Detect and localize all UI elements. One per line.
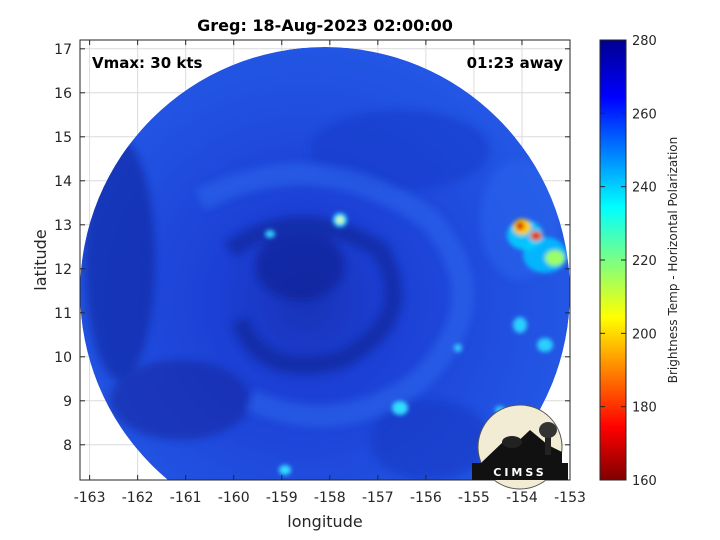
y-tick-label: 17 [54,42,72,58]
y-tick-label: 16 [54,86,72,102]
chart-title: Greg: 18-Aug-2023 02:00:00 [197,16,453,35]
x-tick-label: -158 [314,490,346,506]
colorbar-label: Brightness Temp - Horizontal Polarizatio… [666,137,680,384]
colorbar-ticks: 280 260 240 220 200 180 160 [600,34,657,489]
y-tick-label: 11 [54,306,72,322]
y-tick-label: 13 [54,218,72,234]
x-tick-label: -159 [266,490,298,506]
y-tick-label: 8 [63,438,72,454]
y-tick-label: 12 [54,262,72,278]
colorbar-tick-label: 240 [632,181,657,196]
cimss-logo: CIMSS [472,404,568,490]
x-tick-label: -157 [362,490,394,506]
satellite-swath [80,47,570,480]
colorbar-tick-label: 160 [632,474,657,489]
x-axis-title: longitude [287,512,362,531]
colorbar-tick-label: 280 [632,34,657,49]
x-tick-label: -160 [218,490,250,506]
colorbar-tick-label: 220 [632,254,657,269]
y-tick-label: 15 [54,130,72,146]
x-tick-label: -161 [170,490,202,506]
colorbar-tick-label: 200 [632,327,657,342]
y-tick-label: 10 [54,350,72,366]
y-axis-title: latitude [31,229,50,290]
x-tick-label: -163 [74,490,106,506]
x-tick-label: -154 [506,490,538,506]
colorbar-tick-label: 180 [632,401,657,416]
time-away-annotation: 01:23 away [467,54,564,72]
y-tick-label: 14 [54,174,72,190]
x-tick-label: -153 [554,490,586,506]
x-tick-label: -156 [410,490,442,506]
logo-text: CIMSS [493,466,546,479]
x-tick-label: -162 [122,490,154,506]
x-tick-label: -155 [458,490,490,506]
y-tick-label: 9 [63,394,72,410]
x-axis-ticks: -163 -162 -161 -160 -159 -158 -157 -156 -155 -154… [74,40,586,506]
y-axis-ticks: 8 9 10 11 12 13 14 15 16 17 [54,42,570,454]
vmax-annotation: Vmax: 30 kts [92,54,202,72]
axes-frame [79,39,571,481]
colorbar-tick-label: 260 [632,107,657,122]
